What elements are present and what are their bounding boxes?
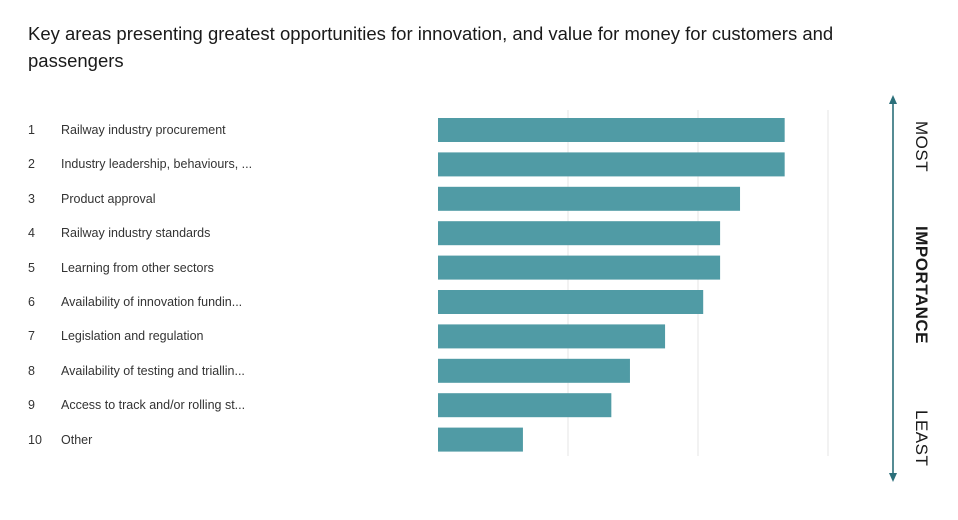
importance-arrow — [889, 95, 897, 482]
category-rank: 6 — [28, 295, 35, 309]
category-rank: 5 — [28, 260, 35, 275]
category-rank: 9 — [28, 398, 35, 413]
category-row: 10 Other — [0, 430, 300, 450]
category-rank: 8 — [28, 363, 35, 378]
bar — [438, 290, 704, 314]
category-list: 1 Railway industry procurement 2 Industry l… — [0, 0, 300, 520]
category-label: Product approval — [61, 191, 156, 206]
category-rank: 1 — [28, 123, 35, 137]
bar — [438, 255, 721, 280]
category-row: 2 Industry leadership, behaviours, ... — [0, 154, 300, 174]
importance-axis-label: IMPORTANCE — [912, 226, 931, 345]
bar — [438, 186, 741, 211]
bar — [438, 152, 785, 177]
importance-most-label: MOST — [912, 121, 931, 173]
bar — [438, 393, 612, 418]
category-rank: 3 — [28, 191, 35, 206]
category-label: Industry leadership, behaviours, ... — [61, 157, 253, 172]
category-label: Availability of innovation fundin... — [61, 295, 243, 309]
category-label: Railway industry standards — [61, 226, 211, 241]
category-row: 8 Availability of testing and triallin... — [0, 361, 300, 381]
category-row: 4 Railway industry standards — [0, 223, 300, 243]
category-row: 3 Product approval — [0, 189, 300, 209]
bar — [438, 358, 630, 383]
category-rank: 10 — [28, 432, 42, 447]
bar — [438, 221, 721, 246]
category-rank: 7 — [28, 329, 35, 344]
category-label: Railway industry procurement — [61, 123, 226, 137]
category-row: 1 Railway industry procurement — [0, 120, 300, 140]
category-label: Access to track and/or rolling st... — [61, 398, 246, 413]
category-row: 9 Access to track and/or rolling st... — [0, 395, 300, 415]
category-label: Availability of testing and triallin... — [61, 363, 245, 378]
category-row: 6 Availability of innovation fundin... — [0, 292, 300, 312]
importance-arrow-down-head — [889, 473, 897, 482]
bar — [438, 427, 523, 452]
bar — [438, 324, 666, 349]
category-row: 7 Legislation and regulation — [0, 326, 300, 346]
chart-title: Key areas presenting greatest opportunit… — [28, 23, 834, 71]
category-label: Other — [61, 432, 93, 447]
category-label: Legislation and regulation — [61, 329, 204, 344]
bar — [438, 118, 785, 142]
category-rank: 4 — [28, 226, 35, 241]
category-label: Learning from other sectors — [61, 260, 214, 275]
importance-least-label: LEAST — [912, 410, 931, 467]
category-row: 5 Learning from other sectors — [0, 258, 300, 278]
bars — [438, 118, 785, 452]
category-rank: 2 — [28, 157, 35, 172]
importance-arrow-up-head — [889, 95, 897, 104]
